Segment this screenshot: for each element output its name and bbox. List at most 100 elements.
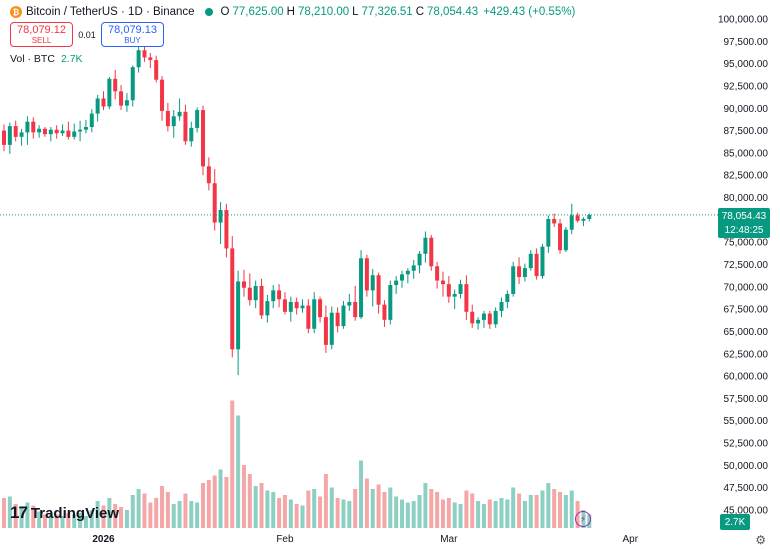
volume-bar	[481, 504, 486, 528]
tradingview-logo[interactable]: 17 TradingView	[10, 503, 119, 523]
bar-countdown-label: 12:48:25	[718, 222, 770, 238]
candle	[587, 213, 592, 222]
volume-bar	[48, 513, 53, 528]
sell-button[interactable]: 78,079.12 SELL	[10, 22, 73, 47]
candle	[54, 125, 59, 139]
price-tick-label: 97,500.00	[724, 37, 769, 48]
candle	[247, 273, 252, 306]
candle	[476, 317, 481, 330]
candle	[435, 261, 440, 289]
close-value: 78,054.43	[427, 6, 479, 18]
close-label: C	[415, 6, 425, 18]
volume-bar	[37, 511, 42, 528]
volume-bar	[487, 499, 492, 528]
candle	[165, 102, 170, 132]
candle	[271, 285, 276, 309]
volume-bar	[189, 501, 194, 528]
candle	[206, 157, 211, 191]
candle	[511, 261, 516, 297]
sell-label: SELL	[31, 36, 52, 45]
volume-bar	[78, 513, 83, 528]
volume-bar	[394, 496, 399, 528]
time-tick-label: Mar	[440, 534, 458, 545]
price-tick-label: 80,000.00	[724, 193, 769, 204]
volume-bar	[364, 478, 369, 528]
volume-bar	[277, 498, 282, 528]
volume-bar	[323, 474, 328, 528]
candle	[177, 98, 182, 121]
candle	[569, 203, 574, 235]
candle	[124, 93, 129, 112]
market-status-dot-icon	[204, 8, 213, 16]
volume-bars	[2, 400, 592, 528]
volume-bar	[312, 489, 317, 528]
candle	[353, 285, 358, 321]
volume-bar	[66, 513, 71, 528]
volume-bar	[130, 495, 135, 528]
volume-bar	[165, 492, 170, 528]
candle	[411, 260, 416, 279]
buy-button[interactable]: 78,079.13 BUY	[101, 22, 164, 47]
volume-bar	[370, 489, 375, 528]
candle	[282, 292, 287, 315]
volume-bar	[265, 490, 270, 528]
symbol-title[interactable]: Bitcoin / TetherUS · 1D · Binance	[26, 6, 195, 18]
volume-bar	[241, 465, 246, 528]
price-tick-label: 95,000.00	[724, 59, 769, 70]
volume-bar	[493, 501, 498, 528]
volume-bar	[195, 502, 200, 528]
volume-legend[interactable]: Vol · BTC 2.7K	[10, 53, 83, 65]
price-tick-label: 62,500.00	[724, 349, 769, 360]
candle	[581, 217, 586, 227]
price-tick-label: 70,000.00	[724, 282, 769, 293]
candle	[230, 235, 235, 358]
price-tick-label: 90,000.00	[724, 104, 769, 115]
candle	[212, 168, 217, 231]
volume-value: 2.7K	[60, 53, 83, 65]
candle	[236, 270, 241, 376]
volume-bar	[171, 504, 176, 528]
volume-bar	[347, 501, 352, 528]
volume-bar	[42, 514, 47, 528]
volume-bar	[224, 477, 229, 528]
candle	[31, 117, 36, 139]
lightning-icon[interactable]: ⚡	[575, 511, 591, 527]
gear-icon[interactable]: ⚙	[755, 533, 766, 547]
volume-bar	[440, 499, 445, 528]
candle	[42, 127, 47, 137]
candle	[241, 269, 246, 297]
candle	[458, 279, 463, 299]
volume-bar	[558, 492, 563, 528]
volume-bar	[552, 489, 557, 528]
candle	[2, 124, 6, 152]
volume-bar	[253, 486, 258, 528]
volume-bar	[271, 492, 276, 528]
candle	[189, 121, 194, 147]
candle	[148, 52, 153, 69]
candle	[253, 280, 258, 309]
candle	[7, 122, 12, 154]
volume-bar	[13, 504, 18, 528]
candle	[171, 110, 176, 138]
price-tick-label: 85,000.00	[724, 148, 769, 159]
volume-bar	[306, 490, 311, 528]
candle	[119, 85, 124, 111]
candle	[505, 290, 510, 309]
price-tick-label: 60,000.00	[724, 372, 769, 383]
trade-buttons: 78,079.12 SELL 0.01 78,079.13 BUY	[10, 22, 164, 47]
volume-bar	[206, 480, 211, 528]
volume-bar	[72, 514, 77, 528]
volume-bar	[446, 498, 451, 528]
tradingview-logo-icon: 17	[10, 503, 28, 522]
volume-bar	[177, 501, 182, 528]
volume-bar	[160, 486, 165, 528]
candle	[312, 292, 317, 334]
volume-bar	[528, 495, 533, 528]
volume-bar	[435, 492, 440, 528]
candle	[546, 215, 551, 253]
candle	[493, 307, 498, 328]
volume-bar	[470, 493, 475, 528]
candle	[575, 212, 580, 223]
candle	[48, 127, 53, 142]
